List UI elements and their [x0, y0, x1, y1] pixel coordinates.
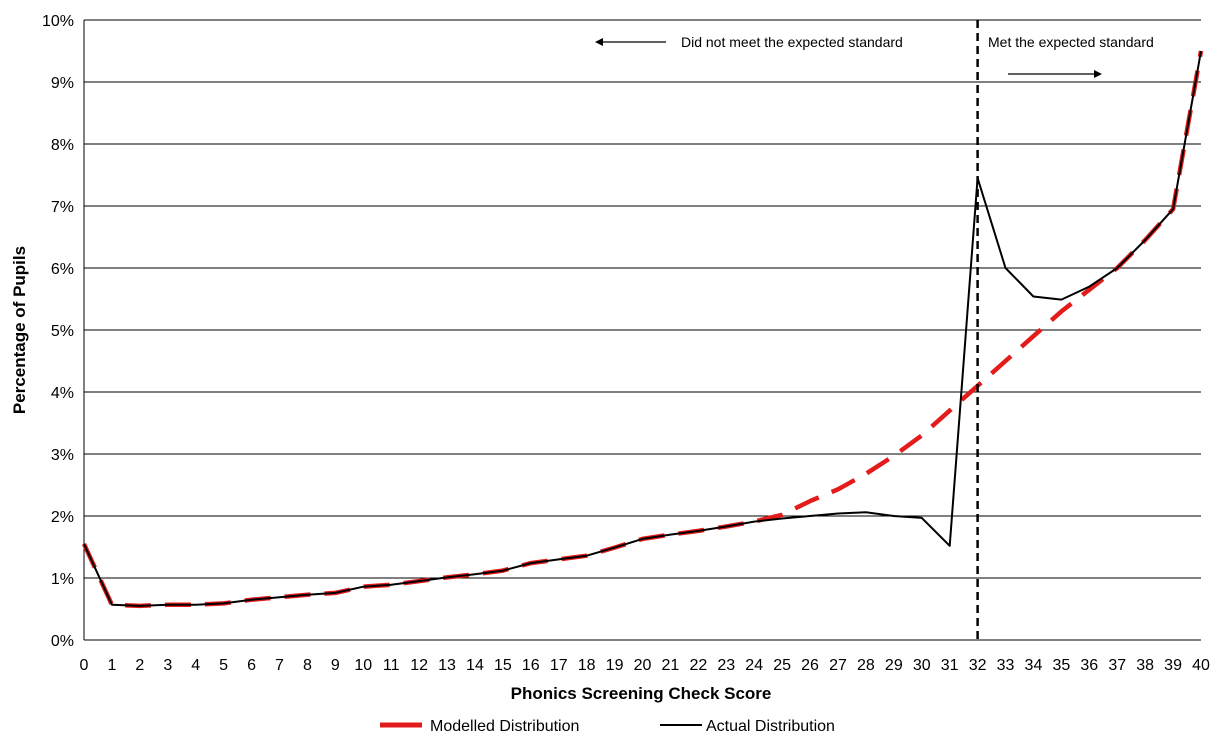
- x-tick-label: 26: [801, 657, 819, 674]
- left-arrow-head: [595, 38, 603, 46]
- x-tick-label: 39: [1164, 657, 1182, 674]
- x-tick-label: 37: [1108, 657, 1126, 674]
- x-axis-ticks: 0 1 2 3 4 5 6 7 8 9 10 11 12 13 14 15 16 17 18 19 20 21 22 23 24…: [80, 657, 1210, 674]
- gridlines: [83, 19, 1201, 641]
- y-tick-label: 4%: [51, 385, 74, 402]
- x-tick-label: 27: [829, 657, 847, 674]
- y-tick-label: 5%: [51, 323, 74, 340]
- x-tick-label: 34: [1025, 657, 1043, 674]
- right-arrow-head: [1094, 70, 1102, 78]
- x-tick-label: 17: [550, 657, 568, 674]
- y-axis-title: Percentage of Pupils: [10, 246, 29, 414]
- x-tick-label: 40: [1192, 657, 1210, 674]
- y-tick-label: 7%: [51, 199, 74, 216]
- x-tick-label: 6: [247, 657, 256, 674]
- x-tick-label: 29: [885, 657, 903, 674]
- legend-label-actual: Actual Distribution: [706, 718, 835, 735]
- x-tick-label: 2: [135, 657, 144, 674]
- y-tick-label: 1%: [51, 571, 74, 588]
- x-tick-label: 33: [997, 657, 1015, 674]
- series-line-modelled: [81, 50, 1204, 609]
- x-tick-label: 20: [634, 657, 652, 674]
- x-tick-label: 11: [383, 657, 400, 674]
- series-line-actual: [83, 50, 1202, 607]
- x-tick-label: 28: [857, 657, 875, 674]
- x-tick-label: 30: [913, 657, 931, 674]
- legend: Modelled Distribution Actual Distributio…: [380, 718, 835, 735]
- x-tick-label: 10: [354, 657, 372, 674]
- x-tick-label: 4: [191, 657, 200, 674]
- x-tick-label: 31: [941, 657, 959, 674]
- x-tick-label: 23: [717, 657, 735, 674]
- x-tick-label: 7: [275, 657, 284, 674]
- x-tick-label: 0: [80, 657, 89, 674]
- x-tick-label: 5: [219, 657, 228, 674]
- x-tick-label: 16: [522, 657, 540, 674]
- x-tick-label: 8: [303, 657, 312, 674]
- x-tick-label: 18: [578, 657, 596, 674]
- x-tick-label: 38: [1136, 657, 1154, 674]
- x-tick-label: 21: [662, 657, 680, 674]
- x-tick-label: 14: [466, 657, 484, 674]
- series-lines: [81, 50, 1204, 609]
- x-tick-label: 32: [969, 657, 987, 674]
- y-tick-label: 9%: [51, 75, 74, 92]
- y-tick-label: 10%: [42, 13, 74, 30]
- y-tick-label: 8%: [51, 137, 74, 154]
- x-tick-label: 9: [331, 657, 340, 674]
- y-tick-label: 2%: [51, 509, 74, 526]
- y-tick-label: 0%: [51, 633, 74, 650]
- x-tick-label: 22: [689, 657, 707, 674]
- x-tick-label: 13: [438, 657, 456, 674]
- x-tick-label: 36: [1080, 657, 1098, 674]
- annotations: Did not meet the expected standard Met t…: [595, 34, 1154, 78]
- x-tick-label: 25: [773, 657, 791, 674]
- x-axis-title: Phonics Screening Check Score: [511, 684, 772, 703]
- x-tick-label: 19: [606, 657, 624, 674]
- legend-label-modelled: Modelled Distribution: [430, 718, 579, 735]
- x-tick-label: 3: [163, 657, 172, 674]
- y-tick-label: 6%: [51, 261, 74, 278]
- x-tick-label: 24: [745, 657, 763, 674]
- y-axis-ticks: 0% 1% 2% 3% 4% 5% 6% 7% 8% 9% 10%: [42, 13, 74, 650]
- annotation-met: Met the expected standard: [988, 34, 1154, 50]
- x-tick-label: 15: [494, 657, 512, 674]
- annotation-did-not-meet: Did not meet the expected standard: [681, 34, 903, 50]
- y-tick-label: 3%: [51, 447, 74, 464]
- x-tick-label: 12: [410, 657, 428, 674]
- x-tick-label: 1: [107, 657, 116, 674]
- x-tick-label: 35: [1052, 657, 1070, 674]
